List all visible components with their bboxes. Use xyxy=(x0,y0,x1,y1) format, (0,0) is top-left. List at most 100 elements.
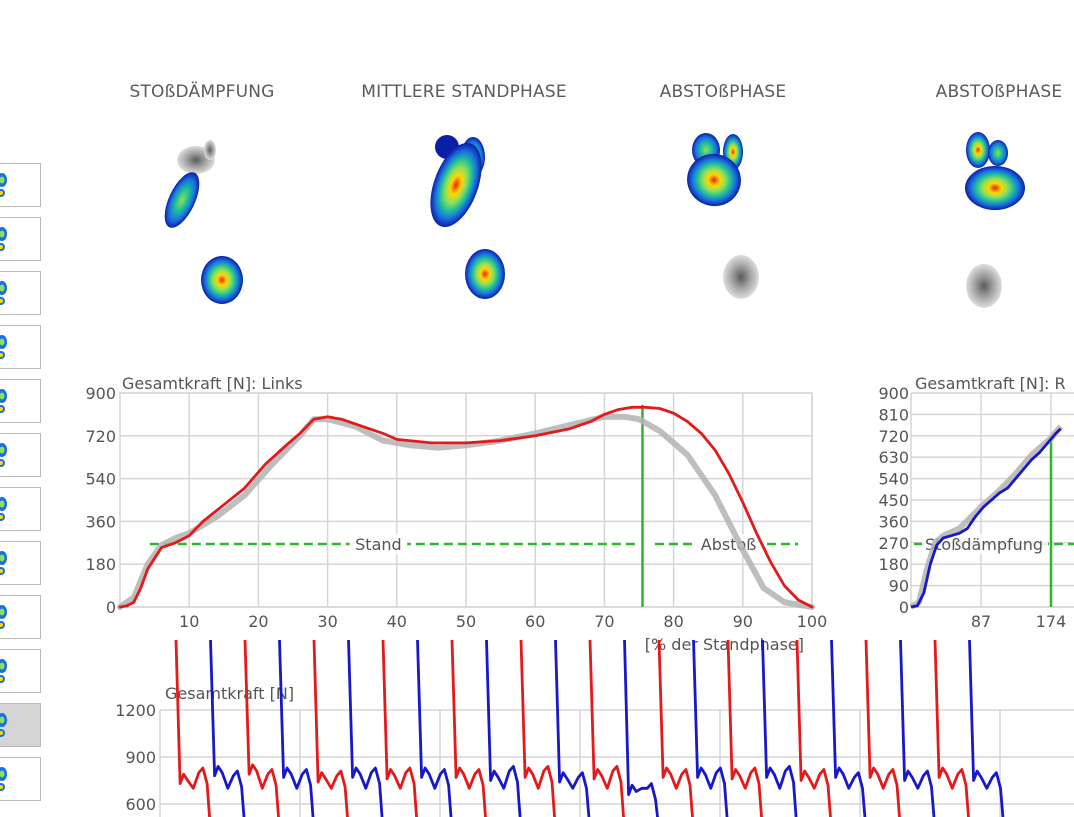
y-tick-label: 900 xyxy=(878,384,909,403)
phase-label-bg xyxy=(922,533,1048,554)
step-curve-left xyxy=(795,639,832,817)
series-right-line xyxy=(910,427,1062,609)
step-thumbnail[interactable] xyxy=(0,487,41,531)
footprint-thumb-icon xyxy=(0,173,7,197)
step-thumbnail[interactable] xyxy=(0,649,41,693)
step-curve-right xyxy=(347,639,384,817)
y-tick-label: 360 xyxy=(878,512,909,531)
step-thumbnail[interactable] xyxy=(0,541,41,585)
step-curve-left xyxy=(174,639,211,817)
y-tick-label: 810 xyxy=(878,405,909,424)
footprint-thumb-icon xyxy=(0,497,7,521)
step-curve-left xyxy=(726,639,763,817)
footprint-thumb-icon xyxy=(0,443,7,467)
phase-title-pushoff: ABSTOßPHASE xyxy=(659,82,787,102)
step-curve-left xyxy=(312,639,349,817)
phase-label: Stoßdämpfung xyxy=(925,535,1043,554)
footprint-thumb-icon xyxy=(0,767,7,791)
x-tick-label: 90 xyxy=(733,612,753,631)
step-thumbnail[interactable] xyxy=(0,325,41,369)
footprint-thumb-icon xyxy=(0,335,7,359)
y-tick-label: 900 xyxy=(125,748,156,767)
step-curve-right xyxy=(692,639,729,817)
step-curve-left xyxy=(657,639,694,817)
step-curve-right xyxy=(278,639,315,817)
y-tick-label: 600 xyxy=(125,795,156,814)
step-curve-left xyxy=(243,639,280,817)
step-curve-left xyxy=(381,639,418,817)
y-tick-label: 0 xyxy=(106,598,116,617)
footprint-thumb-icon xyxy=(0,227,7,251)
step-thumbnail[interactable] xyxy=(0,595,41,639)
step-thumbnail[interactable] xyxy=(0,217,41,261)
step-curve-left xyxy=(519,639,556,817)
step-curve-left xyxy=(588,639,625,817)
step-curve-right xyxy=(830,639,867,817)
footprint-thumb-icon xyxy=(0,551,7,575)
footprint-thumb-icon xyxy=(0,659,7,683)
step-curve-right xyxy=(554,639,591,817)
y-tick-label: 450 xyxy=(878,491,909,510)
step-thumbnail[interactable] xyxy=(0,163,41,207)
step-curve-left xyxy=(933,639,970,817)
series-average-line xyxy=(117,413,815,610)
x-tick-label: 60 xyxy=(525,612,545,631)
y-tick-label: 720 xyxy=(878,427,909,446)
phase-title-impact: STOßDÄMPFUNG xyxy=(129,82,275,102)
y-tick-label: 90 xyxy=(889,577,909,596)
pressure-heatmaps xyxy=(164,132,1025,308)
phase-title-pushoff-right: ABSTOßPHASE xyxy=(935,82,1063,102)
y-tick-label: 0 xyxy=(899,598,909,617)
phase-label-bg xyxy=(349,533,408,554)
footprint-pushoff xyxy=(687,133,759,299)
phase-label: Stand xyxy=(355,535,402,554)
footprint-impact xyxy=(164,140,243,304)
x-tick-label: 50 xyxy=(456,612,476,631)
phase-title-midstance: MITTLERE STANDPHASE xyxy=(361,82,567,102)
x-tick-label: 87 xyxy=(971,612,991,631)
step-curve-right xyxy=(416,639,453,817)
y-tick-label: 540 xyxy=(85,470,116,489)
x-tick-label: 20 xyxy=(248,612,268,631)
step-curve-right xyxy=(209,639,246,817)
step-thumbnail[interactable] xyxy=(0,703,41,747)
step-curve-right xyxy=(761,639,798,817)
series-average-line xyxy=(909,424,1064,610)
y-tick-label: 1200 xyxy=(115,701,156,720)
y-tick-label: 630 xyxy=(878,448,909,467)
step-thumbnail[interactable] xyxy=(0,757,41,801)
y-tick-label: 720 xyxy=(85,427,116,446)
footprint-thumb-icon xyxy=(0,281,7,305)
chart-left-xlabel: [% der Standphase] xyxy=(645,635,804,654)
x-tick-label: 40 xyxy=(387,612,407,631)
step-curve-left xyxy=(450,639,487,817)
footprint-thumb-icon xyxy=(0,605,7,629)
step-thumbnail[interactable] xyxy=(0,433,41,477)
x-tick-label: 174 xyxy=(1036,612,1067,631)
x-tick-label: 70 xyxy=(594,612,614,631)
chart-bottom-title: Gesamtkraft [N] xyxy=(165,684,294,703)
y-tick-label: 900 xyxy=(85,384,116,403)
chart-left-title: Gesamtkraft [N]: Links xyxy=(122,374,303,393)
step-curve-right xyxy=(623,639,659,817)
step-curve-right xyxy=(968,639,1005,817)
step-curve-left xyxy=(864,639,901,817)
x-tick-label: 10 xyxy=(179,612,199,631)
y-tick-label: 180 xyxy=(85,555,116,574)
footprint-pushoff-right xyxy=(965,132,1025,308)
footprint-thumb-icon xyxy=(0,389,7,413)
step-thumbnail[interactable] xyxy=(0,271,41,315)
footprint-thumb-icon xyxy=(0,713,7,737)
step-curve-right xyxy=(485,639,522,817)
step-curve-right xyxy=(899,639,936,817)
chart-right-title: Gesamtkraft [N]: R xyxy=(915,374,1066,393)
x-tick-label: 30 xyxy=(317,612,337,631)
series-left-line xyxy=(118,405,814,609)
y-tick-label: 180 xyxy=(878,555,909,574)
step-thumbnail[interactable] xyxy=(0,379,41,423)
y-tick-label: 360 xyxy=(85,512,116,531)
x-tick-label: 80 xyxy=(663,612,683,631)
footprint-midstance xyxy=(430,135,505,299)
